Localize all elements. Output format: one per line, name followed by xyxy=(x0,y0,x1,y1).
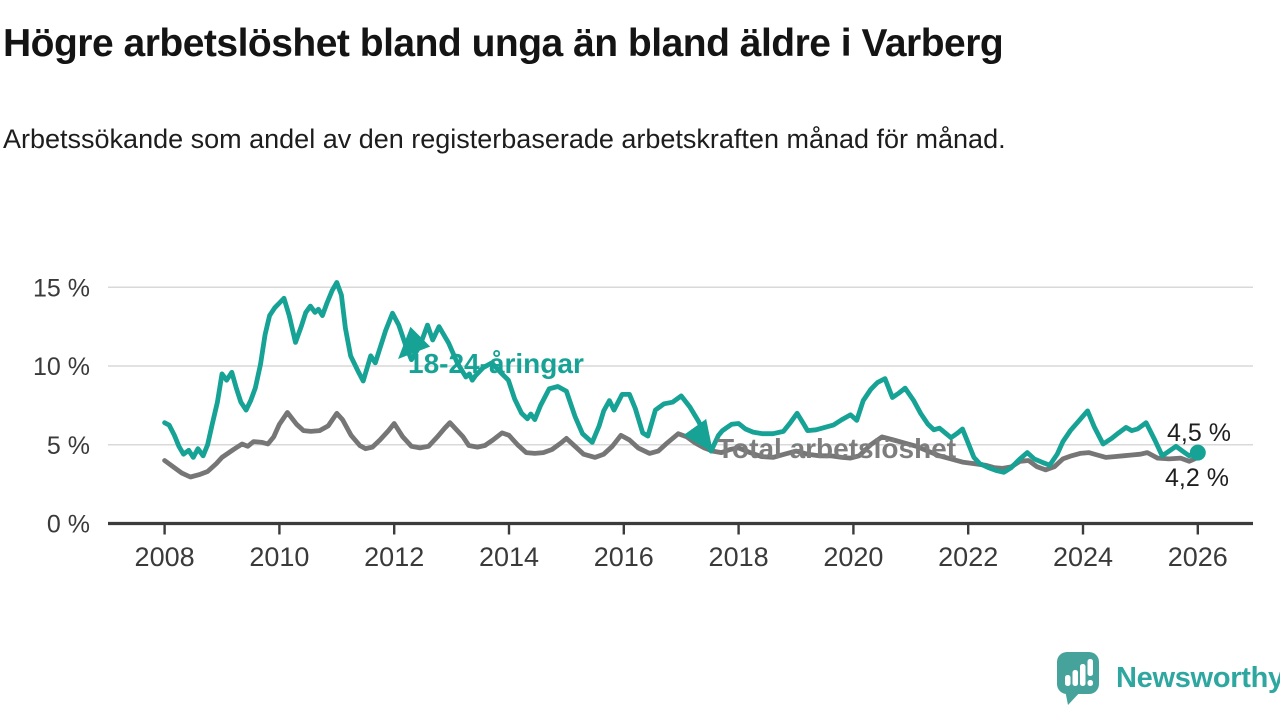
end-value-total: 4,2 % xyxy=(1165,464,1229,492)
x-axis-tick-label: 2014 xyxy=(479,542,539,572)
y-axis-tick-label: 10 % xyxy=(33,353,90,381)
y-axis-tick-label: 5 % xyxy=(47,432,90,460)
page-subtitle: Arbetssökande som andel av den registerb… xyxy=(3,124,1006,154)
x-axis-tick-label: 2024 xyxy=(1053,542,1113,572)
y-axis-tick-label: 15 % xyxy=(33,274,90,302)
x-axis-tick-label: 2008 xyxy=(135,542,195,572)
series-label-total: Total arbetslöshet xyxy=(717,433,957,464)
label-arrow-youth xyxy=(398,326,431,359)
x-axis-tick-label: 2020 xyxy=(823,542,883,572)
x-axis-tick-label: 2010 xyxy=(249,542,309,572)
series-line-total xyxy=(162,410,1201,480)
end-value-youth: 4,5 % xyxy=(1167,419,1231,447)
series-line-youth xyxy=(162,280,1201,475)
x-axis-tick-label: 2026 xyxy=(1168,542,1228,572)
brand-footer: Newsworthy xyxy=(1056,650,1280,706)
x-axis-tick-label: 2018 xyxy=(709,542,769,572)
series-label-youth: 18-24-åringar xyxy=(408,348,584,379)
x-axis-tick-label: 2016 xyxy=(594,542,654,572)
x-axis-tick-label: 2022 xyxy=(938,542,998,572)
label-arrow-total xyxy=(683,418,714,453)
brand-name: Newsworthy xyxy=(1116,661,1280,694)
newsworthy-logo-icon xyxy=(1057,652,1099,705)
y-axis-tick-label: 0 % xyxy=(47,511,90,539)
x-axis-tick-label: 2012 xyxy=(364,542,424,572)
page-title: Högre arbetslöshet bland unga än bland ä… xyxy=(3,22,1004,65)
series-end-dot xyxy=(1189,444,1206,461)
